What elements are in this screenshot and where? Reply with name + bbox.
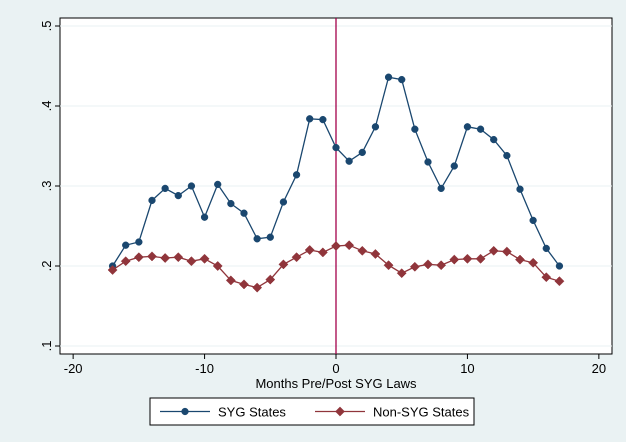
data-point [266,233,274,241]
data-point [199,253,210,264]
data-point [449,254,460,265]
data-point [554,276,565,287]
data-point [212,261,223,271]
data-point [409,261,420,272]
data-point [133,252,144,263]
data-point [424,158,432,166]
data-point [490,135,498,144]
data-point [555,262,564,270]
data-point [411,125,419,133]
data-point [462,253,473,264]
data-point [542,244,550,253]
data-point [304,245,315,255]
data-point [319,115,327,124]
data-point [371,123,380,131]
x-tick-label: 10 [460,361,474,376]
data-point [120,256,131,267]
data-point [436,260,447,271]
data-point [173,252,184,263]
data-point [357,245,368,256]
data-point [516,185,524,193]
y-tick-label: .5 [39,21,54,32]
data-point [148,196,156,205]
data-point [279,198,288,206]
data-point [476,125,485,133]
x-tick-label: 20 [592,361,606,376]
data-point [384,73,393,81]
data-point [107,265,118,275]
data-point [291,252,302,263]
x-tick-label: 0 [332,361,339,376]
y-tick-label: .2 [39,261,54,272]
data-point [214,180,222,189]
data-point [227,199,235,208]
legend-label: SYG States [218,405,286,420]
legend-swatch-marker [335,406,345,417]
data-point [345,157,353,165]
data-point [265,274,276,285]
y-tick-label: .3 [39,181,54,192]
data-point [450,162,458,170]
data-point [187,182,196,190]
data-point [122,241,130,249]
data-point [331,241,341,251]
data-point [515,254,525,265]
data-point [529,216,537,225]
data-point [160,253,171,263]
data-point [135,238,143,246]
data-point [306,115,314,123]
data-point [423,259,433,270]
data-point [292,171,301,179]
data-point [225,275,236,286]
data-point [317,247,328,258]
data-point [240,209,248,217]
data-point [383,260,394,271]
data-point [463,123,472,131]
data-point [528,257,539,268]
data-point [252,282,263,293]
data-point [278,259,289,270]
data-point [200,213,209,221]
data-point [358,148,366,157]
x-axis-title: Months Pre/Post SYG Laws [255,376,417,391]
data-point [253,235,261,243]
legend: SYG States Non-SYG States [149,397,475,426]
data-point [174,191,182,200]
data-point [147,251,157,262]
data-point [475,253,486,264]
data-point [332,143,340,152]
y-tick-label: .1 [39,341,54,352]
data-point [501,246,512,257]
data-point [370,249,381,259]
data-point [437,184,445,193]
data-point [398,75,406,84]
data-point [488,245,499,256]
legend-swatch-marker [181,407,189,416]
data-point [541,272,552,283]
data-point [161,184,169,193]
data-point [239,279,249,290]
y-tick-label: .4 [39,101,54,112]
data-point [396,268,407,279]
data-point [186,256,197,267]
data-point [344,240,355,251]
x-tick-label: -20 [64,361,83,376]
data-point [503,151,511,160]
legend-label: Non-SYG States [373,405,470,420]
x-tick-label: -10 [195,361,214,376]
